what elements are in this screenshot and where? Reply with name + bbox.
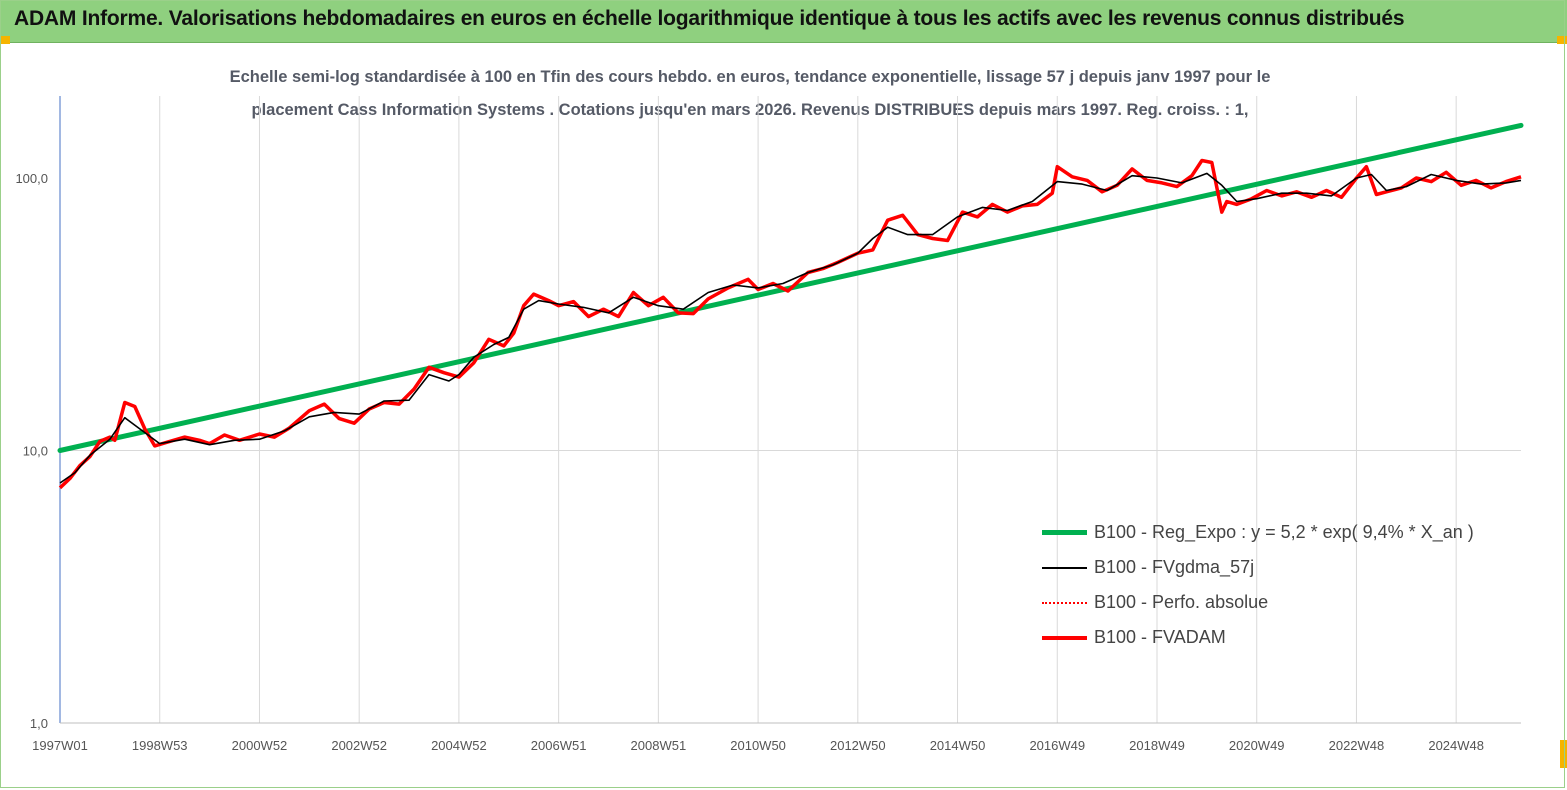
- header-bar: ADAM Informe. Valorisations hebdomadaire…: [0, 0, 1567, 43]
- y-tick-label: 10,0: [23, 444, 48, 459]
- x-tick-label: 2022W48: [1329, 738, 1385, 753]
- legend-swatch-fvgdma: [1042, 567, 1087, 569]
- legend-swatch-trend: [1042, 530, 1087, 535]
- x-tick-label: 2006W51: [531, 738, 587, 753]
- legend-label-fvadam: B100 - FVADAM: [1094, 627, 1226, 647]
- x-tick-label: 2002W52: [331, 738, 387, 753]
- y-tick-label: 1,0: [30, 716, 48, 731]
- series-line-fvgdma: [59, 172, 1522, 484]
- x-tick-label: 2016W49: [1029, 738, 1085, 753]
- x-tick-label: 2000W52: [232, 738, 288, 753]
- x-tick-label: 2020W49: [1229, 738, 1285, 753]
- corner-marker: [0, 36, 10, 44]
- corner-marker: [1557, 36, 1567, 44]
- page-title: ADAM Informe. Valorisations hebdomadaire…: [14, 7, 1405, 30]
- x-tick-label: 1997W01: [32, 738, 88, 753]
- legend-label-fvgdma: B100 - FVgdma_57j: [1094, 557, 1255, 577]
- chart-title-line-1: Echelle semi-log standardisée à 100 en T…: [229, 68, 1271, 86]
- x-tick-label: 2004W52: [431, 738, 487, 753]
- x-tick-label: 1998W53: [132, 738, 188, 753]
- legend-swatch-perfo: [1042, 602, 1087, 604]
- legend-label-trend: B100 - Reg_Expo : y = 5,2 * exp( 9,4% * …: [1094, 522, 1474, 542]
- x-tick-label: 2010W50: [730, 738, 786, 753]
- chart-title-line-2: placement Cass Information Systems . Cot…: [251, 101, 1249, 119]
- y-tick-label: 100,0: [15, 171, 48, 186]
- x-tick-label: 2014W50: [930, 738, 986, 753]
- corner-marker: [1560, 740, 1567, 768]
- x-tick-label: 2008W51: [631, 738, 687, 753]
- legend-swatch-fvadam: [1042, 636, 1087, 640]
- series-line-fvadam: [58, 158, 1522, 490]
- x-tick-label: 2012W50: [830, 738, 886, 753]
- legend-label-perfo: B100 - Perfo. absolue: [1094, 592, 1269, 612]
- x-tick-label: 2018W49: [1129, 738, 1185, 753]
- x-tick-label: 2024W48: [1428, 738, 1484, 753]
